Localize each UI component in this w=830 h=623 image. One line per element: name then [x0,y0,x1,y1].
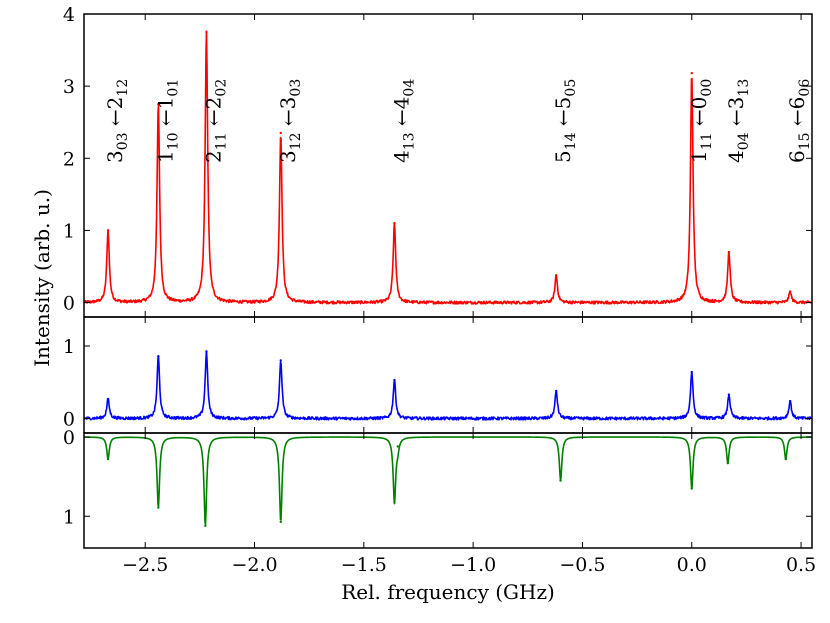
y-tick-label-top: 3 [63,76,75,98]
peak-point-middle-7 [727,393,731,396]
transition-label: 211 ←202 [201,79,229,163]
peak-point-top-5 [555,273,558,277]
peak-point-top-4 [393,222,396,225]
y-axis-title: Intensity (arb. u.) [30,189,54,367]
x-tick-label: −2.0 [231,554,277,576]
x-tick-label: −1.5 [341,554,387,576]
peak-point-bottom-5 [396,445,399,448]
panel-middle: 01 [63,316,813,434]
x-tick-label: 0.5 [786,554,816,576]
x-tick-label: −0.5 [559,554,605,576]
y-tick-label-top: 1 [63,220,75,242]
x-tick-label: −2.5 [122,554,168,576]
peak-point-middle-3 [279,359,282,362]
x-axis-title: Rel. frequency (GHz) [341,580,555,604]
x-axis: −2.5 −2.0 −1.5 −1.0 −0.5 0.0 0.5 [122,554,816,576]
transition-label: 413 ←404 [389,79,417,163]
transition-label: 404 ←313 [724,79,752,163]
y-tick-label-middle: 1 [63,336,75,358]
peak-point-bottom-9 [784,457,787,461]
peak-point-bottom-2 [204,524,207,527]
y-tick-label-top: 0 [63,293,75,315]
transition-label: 303 ←212 [103,79,131,163]
spectrum-line-middle [83,350,813,421]
peak-point-middle-6 [690,370,693,374]
transition-label: 615 ←606 [785,79,813,163]
peak-point-bottom-3 [279,520,282,524]
y-tick-label-top: 2 [63,148,75,170]
panel-top: 0 1 2 3 4 303 ←212 110 ←101 211 ←202 312 ←303 413… [63,4,813,318]
transition-label: 111 ←000 [687,79,715,163]
peak-point-bottom-6 [559,479,562,482]
y-tick-label-bottom: 0 [63,427,75,449]
peak-point-middle-0 [106,397,110,401]
peak-point-top-6 [690,71,693,75]
x-tick-label: 0.0 [677,554,707,576]
peak-point-bottom-4 [393,500,396,504]
transition-label: 514 ←505 [551,79,579,163]
peak-point-top-3 [279,131,282,135]
peak-point-bottom-7 [690,487,693,490]
peak-point-middle-5 [555,389,558,393]
transition-label: 312 ←303 [276,79,304,163]
spectrum-line-top [83,30,813,305]
y-tick-label-bottom: 1 [63,506,75,528]
y-tick-label-middle: 0 [63,409,75,431]
peak-point-middle-8 [788,399,792,403]
y-tick-label-top: 4 [63,4,75,26]
peak-point-middle-2 [205,350,208,353]
peak-point-top-2 [205,30,208,34]
peak-point-bottom-8 [726,461,730,465]
peak-point-top-7 [727,250,731,254]
transition-label: 110 ←101 [153,79,181,163]
peak-point-middle-4 [393,378,396,382]
peak-point-middle-1 [157,354,160,358]
peak-point-top-0 [106,229,110,232]
x-tick-label: −1.0 [450,554,496,576]
panel-bottom: 01 [63,427,813,549]
peak-point-top-8 [788,290,792,293]
peak-point-top-1 [157,102,160,106]
peak-point-bottom-1 [157,506,160,509]
panel-frame-bottom [83,432,813,549]
peak-point-bottom-0 [106,457,110,461]
panel-frame-top [83,13,813,318]
spectrum-line-bottom [83,436,813,526]
